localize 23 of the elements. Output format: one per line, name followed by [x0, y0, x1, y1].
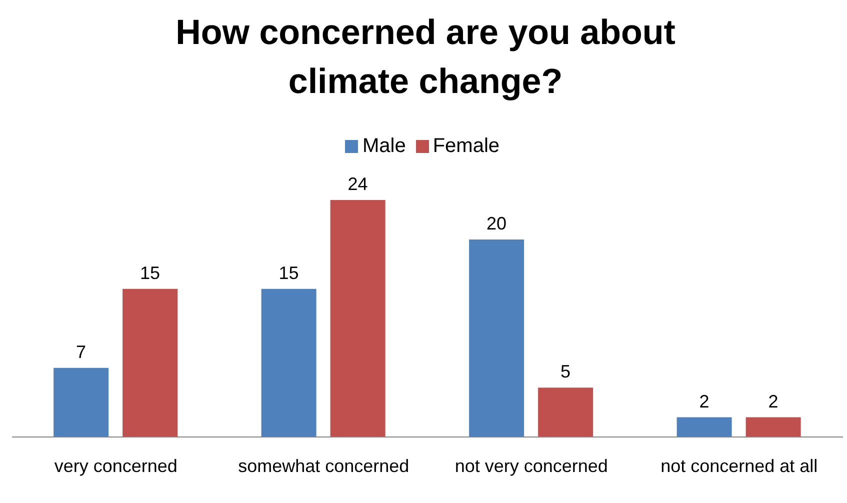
bar	[676, 417, 732, 437]
bar	[122, 288, 178, 437]
x-tick-label: not very concerned	[454, 456, 608, 476]
chart-title: How concerned are you about climate change?	[174, 12, 676, 103]
legend-label: Female	[432, 135, 500, 157]
data-label: 15	[140, 262, 160, 283]
bar	[469, 240, 524, 437]
bar	[746, 417, 801, 437]
bar	[538, 388, 594, 437]
data-label: 2	[699, 391, 710, 412]
x-tick-label: somewhat concerned	[238, 456, 410, 476]
x-tick-label: very concerned	[54, 456, 178, 476]
data-label: 7	[76, 342, 86, 362]
data-label: 5	[560, 362, 571, 382]
legend-label: Male	[362, 135, 406, 157]
bar	[261, 288, 316, 437]
data-label: 24	[348, 174, 368, 194]
bar	[54, 368, 109, 437]
x-tick-label: not concerned at all	[660, 456, 818, 476]
data-label: 15	[278, 262, 299, 283]
data-label: 20	[486, 214, 507, 234]
bar	[330, 200, 386, 437]
data-label: 2	[768, 391, 778, 412]
